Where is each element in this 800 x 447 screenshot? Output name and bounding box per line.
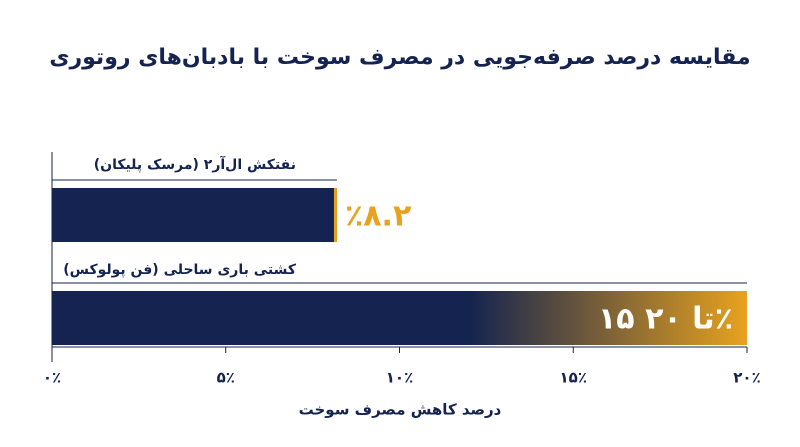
x-tick-label: ۱۰٪ [386,369,413,387]
category-label: کشتی باری ساحلی (فن پولوکس) [63,262,297,278]
range-bar [52,291,747,345]
category-label: نفتکش ال‌آر۲ (مرسک پلیکان) [94,155,296,173]
bar [52,188,337,242]
value-label: ٪۸.۲ [345,199,411,234]
value-label: ۱۵ تا ۲۰٪ [598,302,733,337]
x-tick-label: ۵٪ [217,369,235,387]
x-axis-label: درصد کاهش مصرف سوخت [299,401,502,419]
x-tick-label: ۲۰٪ [733,369,760,387]
x-tick-label: ۰٪ [43,369,61,387]
x-tick-label: ۱۵٪ [560,369,587,387]
chart-title: مقایسه درصد صرفه‌جویی در مصرف سوخت با با… [49,45,750,70]
bar-cap [333,188,337,242]
